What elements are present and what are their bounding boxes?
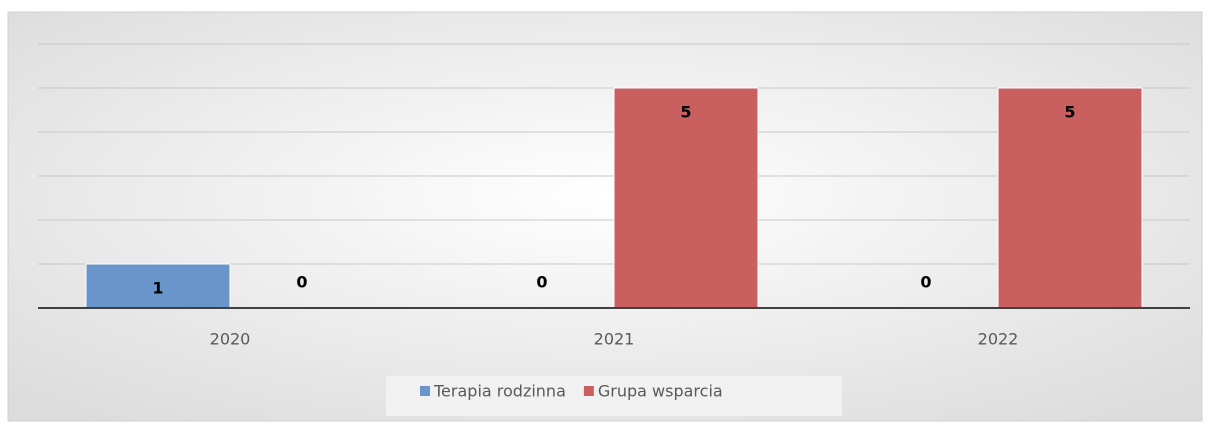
- legend-label: Grupa wsparcia: [598, 382, 723, 401]
- legend-swatch: [583, 386, 594, 396]
- data-label: 0: [536, 273, 547, 292]
- x-tick-label: 2021: [594, 330, 635, 349]
- legend-swatch: [420, 386, 430, 396]
- legend-label: Terapia rodzinna: [433, 382, 566, 401]
- x-tick-label: 2020: [210, 330, 251, 349]
- data-label: 1: [152, 279, 163, 298]
- data-label: 5: [1064, 103, 1075, 122]
- data-label: 0: [920, 273, 931, 292]
- x-tick-label: 2022: [978, 330, 1019, 349]
- data-label: 5: [680, 103, 691, 122]
- data-label: 0: [296, 273, 307, 292]
- legend-box: [386, 376, 842, 416]
